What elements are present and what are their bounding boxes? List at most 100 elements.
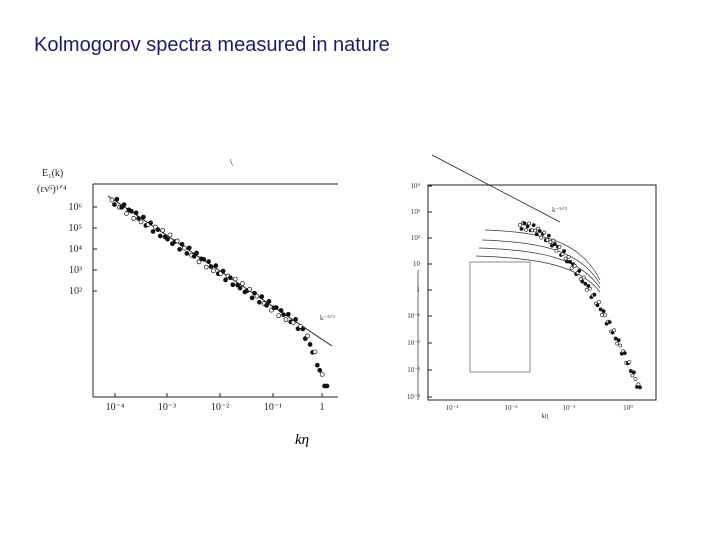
x-tick-label: 10⁻³ [158,402,176,413]
scan-point [240,281,245,286]
scan-point [252,290,257,296]
scan-point [307,342,313,347]
scan-point [290,320,296,325]
scan-point [551,238,556,243]
scan-point [247,286,253,292]
scan-point [194,250,199,256]
annotation: k⁻⁵ᐟ³ [320,314,335,322]
scan-point [518,223,522,227]
scan-point [223,277,228,283]
scan-point [266,299,272,304]
scan-point [273,305,279,310]
x-tick-label: 10⁻¹ [563,404,576,412]
scan-point [278,308,284,313]
scan-point [557,244,562,249]
y-tick-label: 10⁻¹ [407,312,420,320]
scan-point [317,367,323,373]
scan-point [537,229,542,233]
scan-point [554,248,559,253]
scan-point [160,227,166,233]
scan-point [587,286,592,291]
frame [427,184,657,401]
y-tick-label: 10⁴ [411,182,421,190]
scan-point [319,372,325,377]
scan-point [177,246,182,252]
legend-box [469,261,531,373]
scan-point [220,268,226,274]
scan-point [314,362,320,368]
scan-point [633,377,638,381]
scan-point [600,313,604,317]
scan-point [232,276,238,282]
scan-point [562,249,566,253]
scan-point [141,214,146,220]
y-tick-label: 10² [69,286,82,297]
scan-point [519,226,524,231]
scan-point [565,259,569,264]
scan-point [545,237,550,242]
y-tick-label: 10 [413,260,421,268]
scan-point [548,240,553,245]
scan-point [568,259,573,264]
scan-point [276,313,282,319]
scan-point [542,230,547,235]
scan-point [155,227,161,232]
right-figure [417,154,657,401]
scan-point [157,233,163,239]
x-tick-label: 10⁻² [211,402,229,413]
scan-curve [484,229,601,281]
scan-curve [475,255,601,293]
scan-point [285,311,291,317]
scan-point [618,343,623,348]
scan-point [628,369,633,373]
scan-point [324,383,330,389]
scan-point [293,317,298,322]
scan-point [150,229,156,234]
scan-curve [478,247,601,289]
scan-point [201,257,207,262]
scan-point [259,294,265,299]
scan-point [533,228,538,233]
slope-line [431,154,561,223]
y-tick-label: 10⁶ [69,202,83,213]
scan-point [230,282,236,288]
scan-point [208,264,214,269]
x-axis-label: kη [295,432,309,448]
scan-point [603,313,607,318]
scan-point [300,326,306,332]
scan-point [597,300,601,304]
scan-point [527,221,532,226]
scan-point [124,211,129,216]
scan-point [630,373,635,378]
scan-point [281,312,286,318]
y-tick-label: 10⁻⁴ [407,393,421,401]
scan-point [264,302,269,308]
scan-point [213,263,219,268]
y-tick-label: 10⁻² [407,339,420,347]
scan-point [632,370,636,375]
y-tick-label: 10² [411,234,420,242]
scan-point [601,309,606,314]
scan-point [186,245,192,251]
y-tick-label: 1 [417,286,421,294]
scan-point [165,236,170,242]
scan-point [312,349,318,355]
scan-point [128,208,134,214]
y-tick-label: 10⁵ [69,223,83,234]
scan-point [133,210,139,216]
scan-point [174,238,180,244]
scan-point [112,202,117,207]
scan-point [539,235,544,240]
scan-point [305,333,311,339]
scan-point [121,202,127,207]
scan-point [196,259,202,265]
scan-point [203,264,209,270]
scan-point [114,196,120,202]
scan-point [131,216,137,221]
scan-point [254,293,260,299]
y-tick-label: 10⁻³ [407,366,420,374]
scan-point [109,197,115,203]
scan-point [549,243,554,248]
